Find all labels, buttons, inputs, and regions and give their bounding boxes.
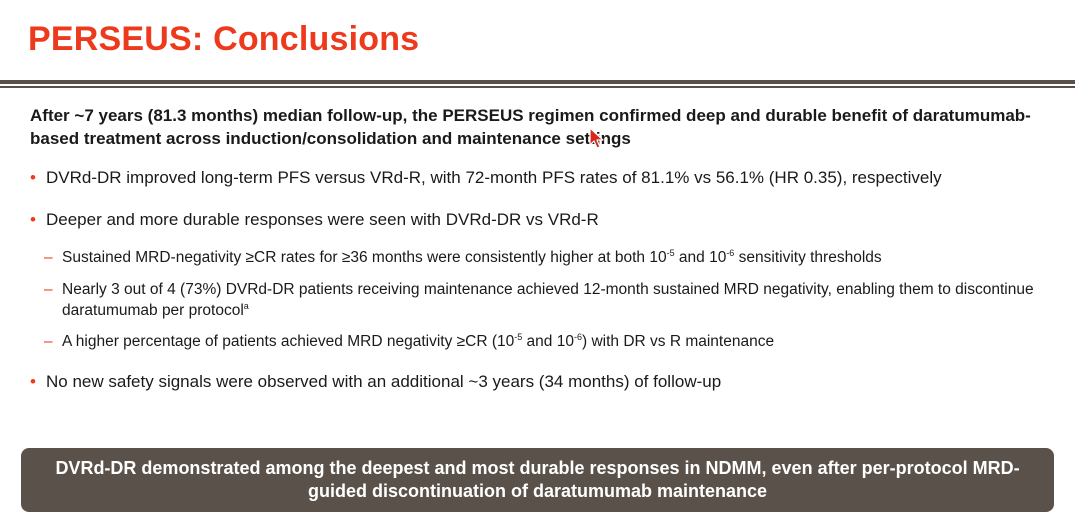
bullet-safety: • No new safety signals were observed wi… bbox=[30, 371, 1060, 393]
conclusion-banner-text: DVRd-DR demonstrated among the deepest a… bbox=[55, 458, 1020, 501]
bullet-marker: • bbox=[30, 210, 36, 229]
bullet-marker: • bbox=[30, 168, 36, 187]
sub-bullet-marker: – bbox=[44, 281, 53, 298]
title-divider-thin bbox=[0, 86, 1075, 88]
conclusion-banner: DVRd-DR demonstrated among the deepest a… bbox=[21, 448, 1054, 512]
sub-bullet-maintenance: – Nearly 3 out of 4 (73%) DVRd-DR patien… bbox=[44, 279, 1064, 321]
sub-bullet-text: A higher percentage of patients achieved… bbox=[62, 332, 775, 351]
bullet-pfs: • DVRd-DR improved long-term PFS versus … bbox=[30, 167, 1060, 189]
sub-bullet-marker: – bbox=[44, 333, 53, 350]
sub-bullet-marker: – bbox=[44, 249, 53, 266]
footnote-marker: a bbox=[243, 301, 249, 311]
sub-bullet-text: Sustained MRD-negativity ≥CR rates for ≥… bbox=[62, 248, 882, 267]
mouse-cursor-icon bbox=[589, 127, 604, 149]
bullet-responses: • Deeper and more durable responses were… bbox=[30, 209, 1060, 231]
bullet-text: Deeper and more durable responses were s… bbox=[46, 210, 599, 229]
slide-title: PERSEUS: Conclusions bbox=[28, 20, 420, 58]
sub-bullet-dr-vs-r: – A higher percentage of patients achiev… bbox=[44, 331, 1064, 352]
title-divider bbox=[0, 80, 1075, 84]
sub-bullet-sustained-mrd: – Sustained MRD-negativity ≥CR rates for… bbox=[44, 247, 1064, 268]
bullet-text: DVRd-DR improved long-term PFS versus VR… bbox=[46, 168, 942, 187]
bullet-text: No new safety signals were observed with… bbox=[46, 372, 722, 391]
intro-statement: After ~7 years (81.3 months) median foll… bbox=[30, 106, 1031, 148]
sub-bullet-text: Nearly 3 out of 4 (73%) DVRd-DR patients… bbox=[62, 281, 1034, 319]
bullet-marker: • bbox=[30, 372, 36, 391]
